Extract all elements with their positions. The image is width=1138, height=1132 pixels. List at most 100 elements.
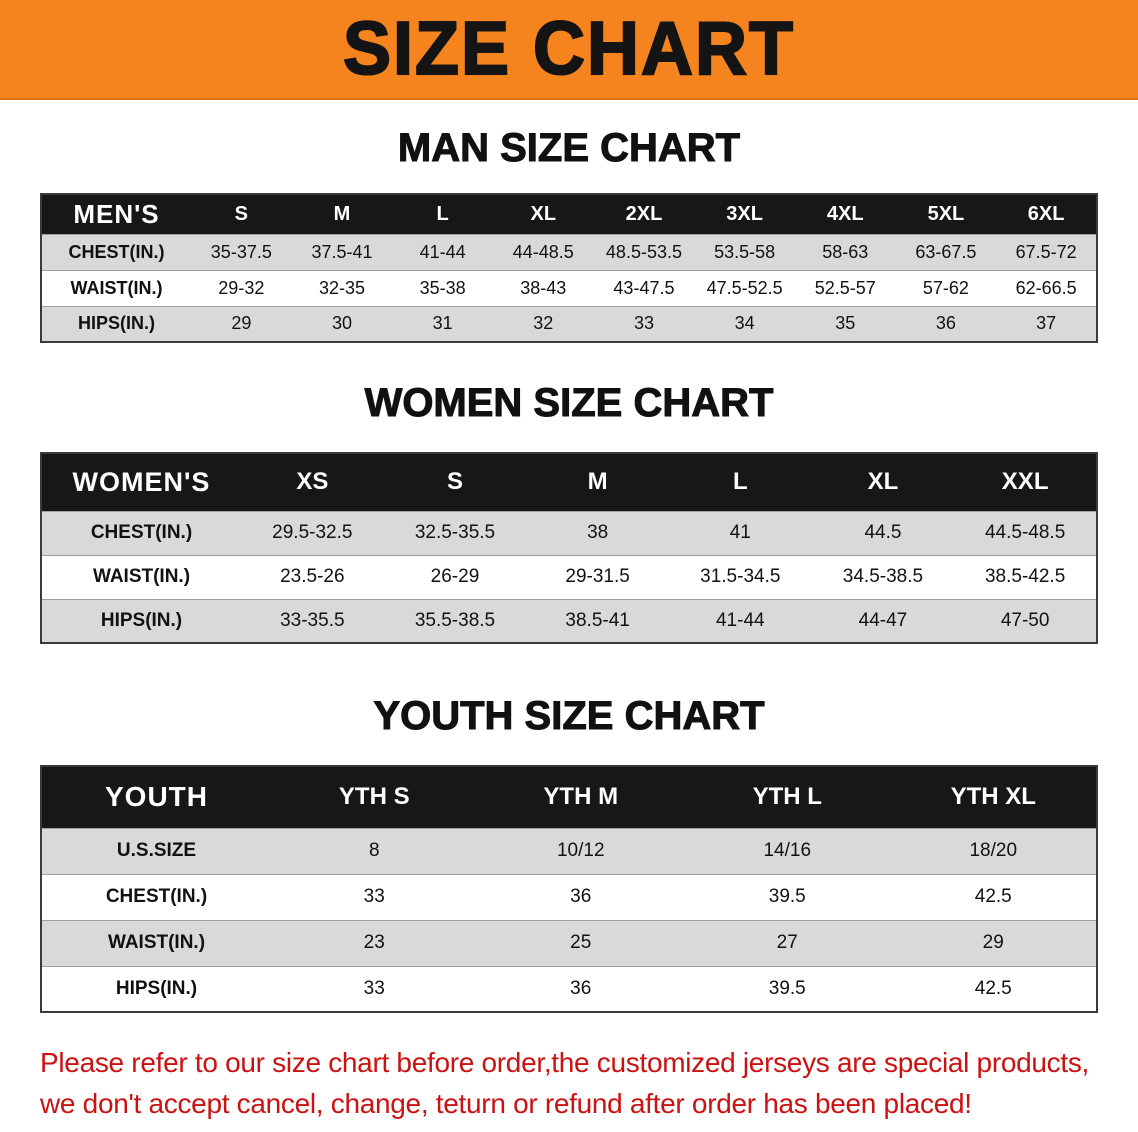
size-value: 41-44 (715, 609, 765, 631)
youth-size-table: YOUTH YTH S YTH M YTH L YTH XL U.S.SIZE 8 10/12… (40, 765, 1098, 1013)
size-value: 37 (1036, 313, 1057, 334)
size-value: 8 (368, 840, 380, 861)
size-value: 41 (729, 522, 751, 543)
size-value: 29 (231, 313, 252, 334)
size-value: 53.5-58 (714, 241, 776, 262)
size-value: 35-37.5 (210, 241, 272, 262)
size-value: 29-31.5 (565, 566, 630, 587)
size-value: 33 (363, 886, 385, 907)
measurement-label: WAIST(IN.) (107, 932, 206, 953)
size-value: 38.5-41 (565, 609, 630, 631)
size-column-header: YTH XL (950, 783, 1036, 811)
size-value: 33-35.5 (280, 609, 345, 631)
measurement-label: HIPS(IN.) (77, 313, 155, 334)
size-column-header: M (333, 202, 351, 225)
size-value: 44.5 (864, 522, 902, 543)
size-value: 32 (533, 313, 554, 334)
size-value: 48.5-53.5 (605, 241, 682, 262)
size-value: 18/20 (969, 840, 1018, 861)
size-column-header: 5XL (927, 202, 965, 225)
size-value: 30 (331, 313, 352, 334)
size-column-header: 6XL (1027, 202, 1065, 225)
section-men: MAN SIZE CHART MEN'S S M L XL 2XL 3XL 4XL 5XL 6XL… (0, 100, 1138, 343)
size-value: 67.5-72 (1015, 241, 1077, 262)
size-column-header: 2XL (625, 202, 663, 225)
size-column-header: 3XL (726, 202, 763, 225)
disclaimer: Please refer to our size chart before or… (40, 1043, 1118, 1124)
size-value: 44.5-48.5 (984, 522, 1066, 543)
measurement-label: HIPS(IN.) (100, 609, 183, 631)
size-column-header: XS (296, 468, 329, 496)
table-header-row: MEN'S S M L XL 2XL 3XL 4XL 5XL 6XL (41, 194, 1097, 234)
table-label-header: WOMEN'S (72, 466, 211, 497)
men-section-heading: MAN SIZE CHART (397, 126, 741, 171)
size-value: 41-44 (419, 241, 466, 262)
table-label-header: MEN'S (73, 198, 160, 229)
size-value: 10/12 (556, 840, 605, 861)
size-value: 62-66.5 (1015, 277, 1077, 298)
size-value: 37.5-41 (311, 241, 373, 262)
banner: SIZE CHART (0, 0, 1138, 100)
size-column-header: L (732, 468, 748, 496)
size-value: 25 (570, 932, 592, 953)
size-value: 23 (363, 932, 385, 953)
size-column-header: YTH L (752, 783, 822, 811)
size-value: 47-50 (1000, 609, 1050, 631)
size-value: 35-38 (419, 277, 466, 298)
size-value: 29-32 (218, 277, 265, 298)
size-value: 29.5-32.5 (272, 522, 353, 543)
section-women: WOMEN SIZE CHART WOMEN'S XS S M L XL XXL CHEST(… (0, 343, 1138, 644)
size-value: 34 (734, 313, 755, 334)
measurement-label: WAIST(IN.) (92, 566, 191, 587)
women-section-heading: WOMEN SIZE CHART (364, 381, 774, 426)
size-column-header: XL (867, 468, 899, 496)
size-value: 44-47 (858, 609, 908, 631)
size-value: 33 (363, 977, 385, 999)
size-column-header: YTH M (543, 783, 619, 811)
size-value: 29 (982, 932, 1004, 953)
table-row: HIPS(IN.) 33 36 39.5 42.5 (41, 966, 1097, 1012)
measurement-label: CHEST(IN.) (90, 522, 193, 543)
size-value: 63-67.5 (915, 241, 977, 262)
table-row: WAIST(IN.) 23 25 27 29 (41, 920, 1097, 966)
size-value: 39.5 (768, 977, 806, 999)
size-value: 58-63 (822, 241, 869, 262)
table-label-header: YOUTH (105, 781, 208, 813)
size-value: 57-62 (922, 277, 969, 298)
size-column-header: S (234, 202, 248, 225)
measurement-label: HIPS(IN.) (115, 977, 198, 999)
size-column-header: 4XL (826, 202, 864, 225)
size-value: 43-47.5 (613, 277, 675, 298)
page-title: SIZE CHART (342, 6, 795, 92)
size-value: 34.5-38.5 (842, 566, 924, 587)
size-column-header: XL (530, 202, 557, 225)
size-value: 23.5-26 (280, 566, 345, 587)
size-column-header: L (436, 202, 449, 225)
section-youth: YOUTH SIZE CHART YOUTH YTH S YTH M YTH L YTH… (0, 644, 1138, 1013)
table-header-row: YOUTH YTH S YTH M YTH L YTH XL (41, 766, 1097, 828)
size-value: 33 (633, 313, 654, 334)
size-value: 31 (432, 313, 453, 334)
table-row: U.S.SIZE 8 10/12 14/16 18/20 (41, 828, 1097, 874)
table-row: CHEST(IN.) 35-37.5 37.5-41 41-44 44-48.5 48.5… (41, 234, 1097, 270)
size-value: 32.5-35.5 (414, 522, 496, 543)
size-value: 31.5-34.5 (700, 566, 781, 587)
size-value: 38 (587, 522, 609, 543)
size-column-header: M (587, 468, 608, 496)
size-value: 39.5 (768, 886, 806, 907)
women-size-table: WOMEN'S XS S M L XL XXL CHEST(IN.) 29.5-32.5 32.5… (40, 452, 1098, 644)
size-value: 52.5-57 (814, 277, 876, 298)
table-row: CHEST(IN.) 33 36 39.5 42.5 (41, 874, 1097, 920)
measurement-label: CHEST(IN.) (105, 886, 208, 907)
table-row: WAIST(IN.) 29-32 32-35 35-38 38-43 43-47.5 47.… (41, 270, 1097, 306)
measurement-label: U.S.SIZE (116, 840, 197, 861)
men-size-table: MEN'S S M L XL 2XL 3XL 4XL 5XL 6XL CHEST(IN.) 35-37… (40, 193, 1098, 343)
size-value: 36 (570, 886, 592, 907)
table-header-row: WOMEN'S XS S M L XL XXL (41, 453, 1097, 511)
size-value: 35 (835, 313, 856, 334)
size-value: 27 (776, 932, 798, 953)
table-row: CHEST(IN.) 29.5-32.5 32.5-35.5 38 41 44.5 44.5… (41, 511, 1097, 555)
measurement-label: WAIST(IN.) (70, 277, 163, 298)
size-value: 26-29 (430, 566, 480, 587)
